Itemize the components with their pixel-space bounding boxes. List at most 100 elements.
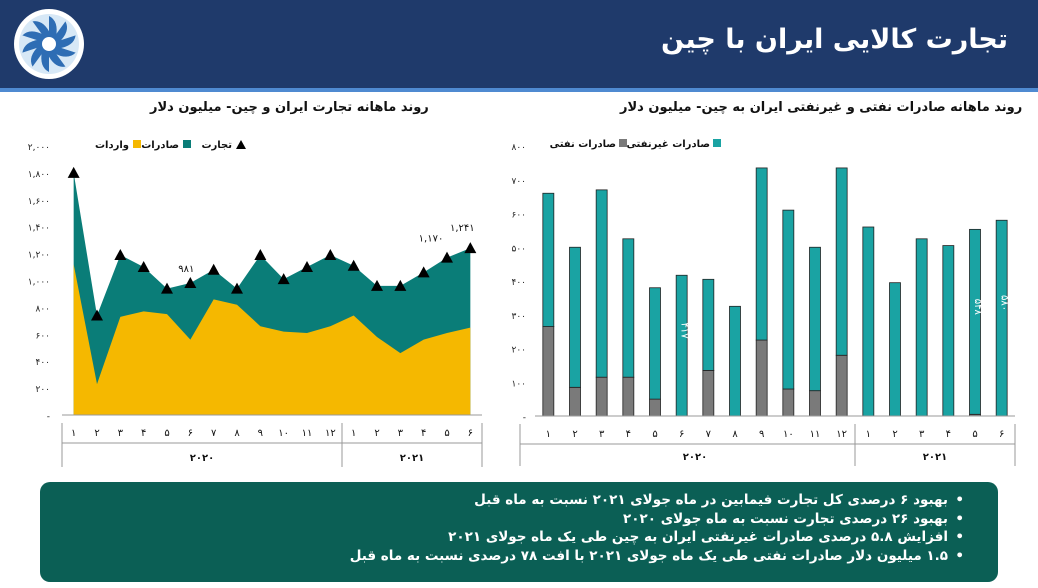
summary-item: بهبود ۲۶ درصدی تجارت نسبت به ماه جولای ۲… xyxy=(350,510,964,529)
data-label: ۵۸۰ xyxy=(999,295,1010,311)
y-tick-label: ۱۰۰ xyxy=(511,379,526,389)
x-tick-label: ۶ xyxy=(468,428,473,439)
x-tick-label: ۳ xyxy=(599,429,605,440)
trade-marker xyxy=(137,261,150,273)
bar-oil xyxy=(702,370,715,417)
x-tick-label: ۱۱ xyxy=(810,429,821,440)
y-tick-label: ۱,۲۰۰ xyxy=(28,251,50,261)
bar-nonoil xyxy=(729,305,741,417)
y-tick-label: ۷۰۰ xyxy=(511,177,526,187)
left-chart-title: روند ماهانه تجارت ایران و چین- میلیون دل… xyxy=(150,100,429,115)
x-tick-label: ۲ xyxy=(94,428,99,439)
data-label: ۵۴۸ xyxy=(972,299,983,316)
y-tick-label: ۱,۰۰۰ xyxy=(28,278,50,288)
bar-nonoil xyxy=(542,192,555,327)
x-tick-label: ۳ xyxy=(398,428,404,439)
legend-label: واردات xyxy=(95,140,129,151)
y-tick-label: ۱,۴۰۰ xyxy=(28,224,50,234)
trade-marker xyxy=(114,248,127,260)
summary-item: ۱.۵ میلیون دلار صادرات نفتی طی یک ماه جو… xyxy=(350,547,965,566)
bar-oil xyxy=(569,386,581,417)
bar-nonoil xyxy=(862,226,875,417)
legend-swatch xyxy=(183,140,191,148)
bar-oil xyxy=(809,390,821,417)
trade-marker xyxy=(207,263,220,275)
right-chart-title: روند ماهانه صادرات نفتی و غیرنفتی ایران … xyxy=(620,100,1023,115)
x-tick-label: ۹ xyxy=(258,428,263,439)
bar-nonoil xyxy=(782,209,795,390)
legend-label: صادرات غیرنفتی xyxy=(626,139,710,150)
x-tick-label: ۶ xyxy=(679,429,684,440)
year-group-label: ۲۰۲۰ xyxy=(190,453,214,464)
data-label: ۹۸۱ xyxy=(178,264,194,275)
y-tick-label: ۱,۸۰۰ xyxy=(28,170,50,180)
bar-nonoil xyxy=(755,167,768,341)
x-tick-label: ۵ xyxy=(444,428,449,439)
x-tick-label: ۱۰ xyxy=(278,428,289,439)
summary-box: بهبود ۶ درصدی کل تجارت فیمابین در ماه جو… xyxy=(40,482,998,582)
x-tick-label: ۹ xyxy=(759,429,764,440)
summary-list: بهبود ۶ درصدی کل تجارت فیمابین در ماه جو… xyxy=(350,491,965,566)
year-group-label: ۲۰۲۱ xyxy=(400,453,424,464)
y-tick-label: ۲۰۰ xyxy=(35,385,50,395)
trade-marker xyxy=(301,261,313,273)
bar-nonoil xyxy=(969,228,981,415)
legend-swatch xyxy=(619,139,627,147)
x-tick-label: ۶ xyxy=(999,429,1004,440)
bar-oil xyxy=(755,339,768,417)
y-tick-label: ۴۰۰ xyxy=(511,278,526,288)
data-label: ۱,۱۷۰ xyxy=(419,234,444,245)
bar-oil xyxy=(542,326,555,417)
bar-nonoil xyxy=(889,282,901,417)
logo-icon xyxy=(14,9,84,79)
bar-nonoil xyxy=(809,246,821,392)
x-tick-label: ۳ xyxy=(118,428,124,439)
x-tick-label: ۶ xyxy=(188,428,193,439)
bar-nonoil xyxy=(942,245,955,417)
imports-area xyxy=(73,264,471,415)
bar-nonoil xyxy=(995,219,1008,417)
page-title: تجارت کالایی ایران با چین xyxy=(661,24,1008,55)
trade-marker xyxy=(371,279,383,291)
data-label: ۱,۲۴۱ xyxy=(450,223,475,234)
bar-nonoil xyxy=(569,246,581,388)
trade-marker xyxy=(324,248,337,260)
y-tick-label: ۲,۰۰۰ xyxy=(28,143,50,153)
bar-oil xyxy=(649,398,661,417)
y-tick-label: - xyxy=(523,413,526,423)
y-tick-label: ۸۰۰ xyxy=(511,143,526,153)
trade-marker xyxy=(277,273,290,285)
year-group-label: ۲۰۲۰ xyxy=(683,452,707,463)
bar-nonoil xyxy=(675,274,688,417)
legend-trade-marker xyxy=(236,140,246,149)
x-tick-label: ۵ xyxy=(972,429,977,440)
trade-marker xyxy=(231,282,243,294)
y-tick-label: ۶۰۰ xyxy=(511,211,526,221)
bar-nonoil xyxy=(835,167,848,356)
x-tick-label: ۷ xyxy=(706,429,712,440)
y-tick-label: ۱,۶۰۰ xyxy=(28,197,50,207)
x-tick-label: ۱۱ xyxy=(302,428,313,439)
trade-marker xyxy=(464,242,477,254)
header-bar: تجارت کالایی ایران با چین xyxy=(0,0,1038,88)
summary-item: افزایش ۵.۸ درصدی صادرات غیرنفتی ایران به… xyxy=(350,528,964,547)
bar-nonoil xyxy=(595,189,608,378)
bar-oil xyxy=(782,388,795,417)
x-tick-label: ۱۲ xyxy=(325,428,336,439)
bar-nonoil xyxy=(622,238,635,378)
y-tick-label: - xyxy=(47,412,50,422)
x-tick-label: ۴ xyxy=(946,429,951,440)
trade-marker xyxy=(347,259,360,271)
y-tick-label: ۴۰۰ xyxy=(35,358,50,368)
legend-label: صادرات نفتی xyxy=(550,139,616,150)
x-tick-label: ۵ xyxy=(164,428,169,439)
y-tick-label: ۲۰۰ xyxy=(511,346,526,356)
x-tick-label: ۲ xyxy=(572,429,577,440)
trade-marker xyxy=(67,166,80,178)
legend-label: صادرات xyxy=(141,140,179,151)
trade-marker xyxy=(91,309,103,321)
y-tick-label: ۵۰۰ xyxy=(511,244,526,254)
x-tick-label: ۱ xyxy=(546,429,551,440)
